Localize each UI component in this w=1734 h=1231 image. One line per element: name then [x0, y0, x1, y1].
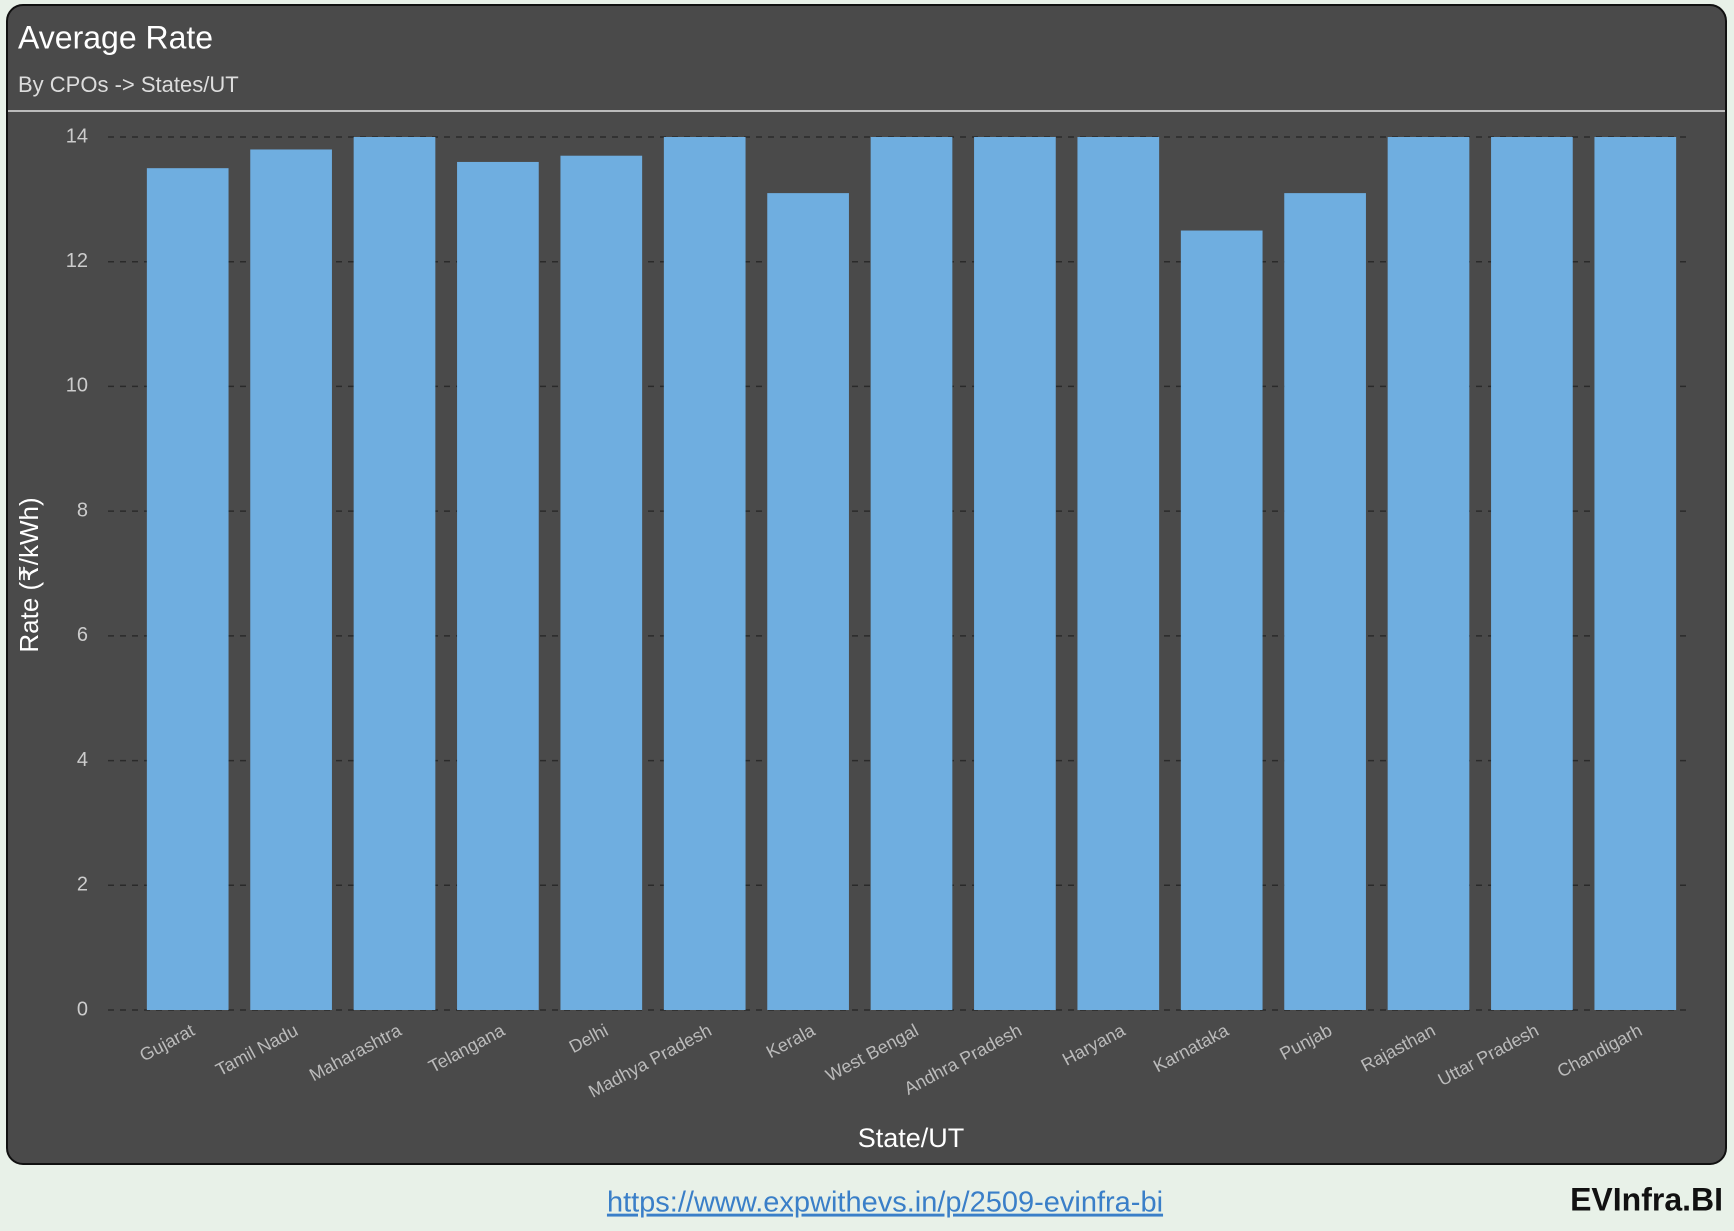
y-axis-label: Rate (₹/kWh)	[14, 497, 44, 652]
bar	[353, 137, 436, 1010]
x-axis-label: State/UT	[858, 1123, 965, 1153]
bar	[1594, 137, 1677, 1010]
y-tick-label: 4	[77, 749, 88, 771]
bar	[1284, 193, 1366, 1010]
y-tick-label: 6	[77, 624, 88, 646]
y-tick-label: 0	[77, 998, 88, 1020]
y-tick-label: 12	[66, 250, 88, 272]
bar	[974, 137, 1056, 1010]
bar	[870, 137, 953, 1010]
bar	[1077, 137, 1160, 1010]
bar	[1180, 230, 1263, 1011]
bar	[250, 149, 332, 1010]
bar	[146, 168, 229, 1010]
brand: EVInfra.BI	[1570, 1181, 1723, 1217]
footer-link[interactable]: https://www.expwithevs.in/p/2509-evinfra…	[607, 1187, 1163, 1219]
bar	[560, 155, 643, 1010]
bar	[457, 161, 539, 1010]
bar	[767, 193, 849, 1010]
bar	[1491, 137, 1573, 1010]
bar	[1387, 137, 1470, 1010]
y-tick-label: 14	[66, 125, 88, 147]
y-tick-label: 10	[66, 375, 88, 397]
y-tick-label: 2	[77, 874, 88, 896]
chart-subtitle: By CPOs -> States/UT	[18, 72, 239, 97]
y-tick-label: 8	[77, 499, 88, 521]
bar	[663, 137, 746, 1010]
chart-title: Average Rate	[18, 19, 213, 55]
